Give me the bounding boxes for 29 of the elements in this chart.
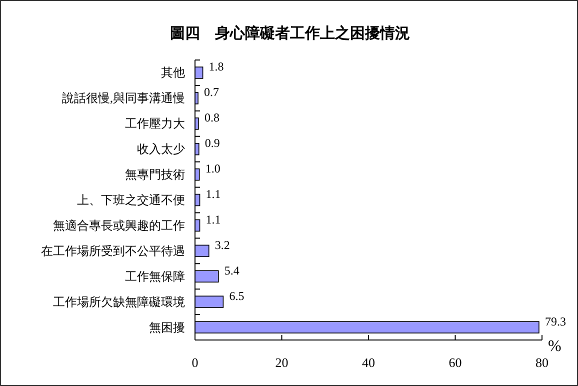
y-tick-label: 工作無保障 [125, 269, 185, 284]
y-tick-label: 在工作場所受到不公平待遇 [41, 244, 185, 258]
y-tick-label: 工作場所欠缺無障礙環境 [53, 294, 185, 309]
data-label: 1.0 [205, 162, 220, 176]
y-tick-label: 說話很慢,與同事溝通慢 [62, 91, 185, 106]
y-tick-label: 上、下班之交通不便 [77, 193, 185, 207]
y-tick-label: 無專門技術 [125, 168, 185, 182]
x-tick-label: 60 [448, 355, 462, 370]
x-tick-label: 20 [275, 355, 288, 370]
y-tick-label: 工作壓力大 [125, 116, 185, 131]
data-label: 0.8 [204, 110, 220, 125]
y-tick-label: 無困擾 [149, 320, 185, 334]
x-tick-label: 0 [192, 355, 198, 370]
data-label: 0.7 [204, 85, 220, 100]
data-label: 79.3 [544, 314, 566, 328]
y-tick-label: 無適合專長或興趣的工作 [53, 218, 185, 232]
data-label: 5.4 [224, 263, 240, 278]
x-tick-label: 40 [362, 355, 375, 370]
data-label: 3.2 [214, 238, 230, 252]
data-label: 1.1 [206, 212, 221, 226]
x-tick-label: 80 [536, 355, 548, 370]
data-label: 1.1 [206, 187, 221, 201]
x-axis-title: % [548, 338, 562, 355]
chart-title: 圖四 身心障礙者工作上之困擾情況 [170, 24, 410, 42]
y-tick-label: 收入太少 [137, 142, 185, 156]
data-label: 1.8 [208, 60, 224, 74]
data-label: 0.9 [204, 136, 220, 150]
y-tick-label: 其他 [161, 66, 185, 80]
data-label: 6.5 [229, 288, 244, 303]
